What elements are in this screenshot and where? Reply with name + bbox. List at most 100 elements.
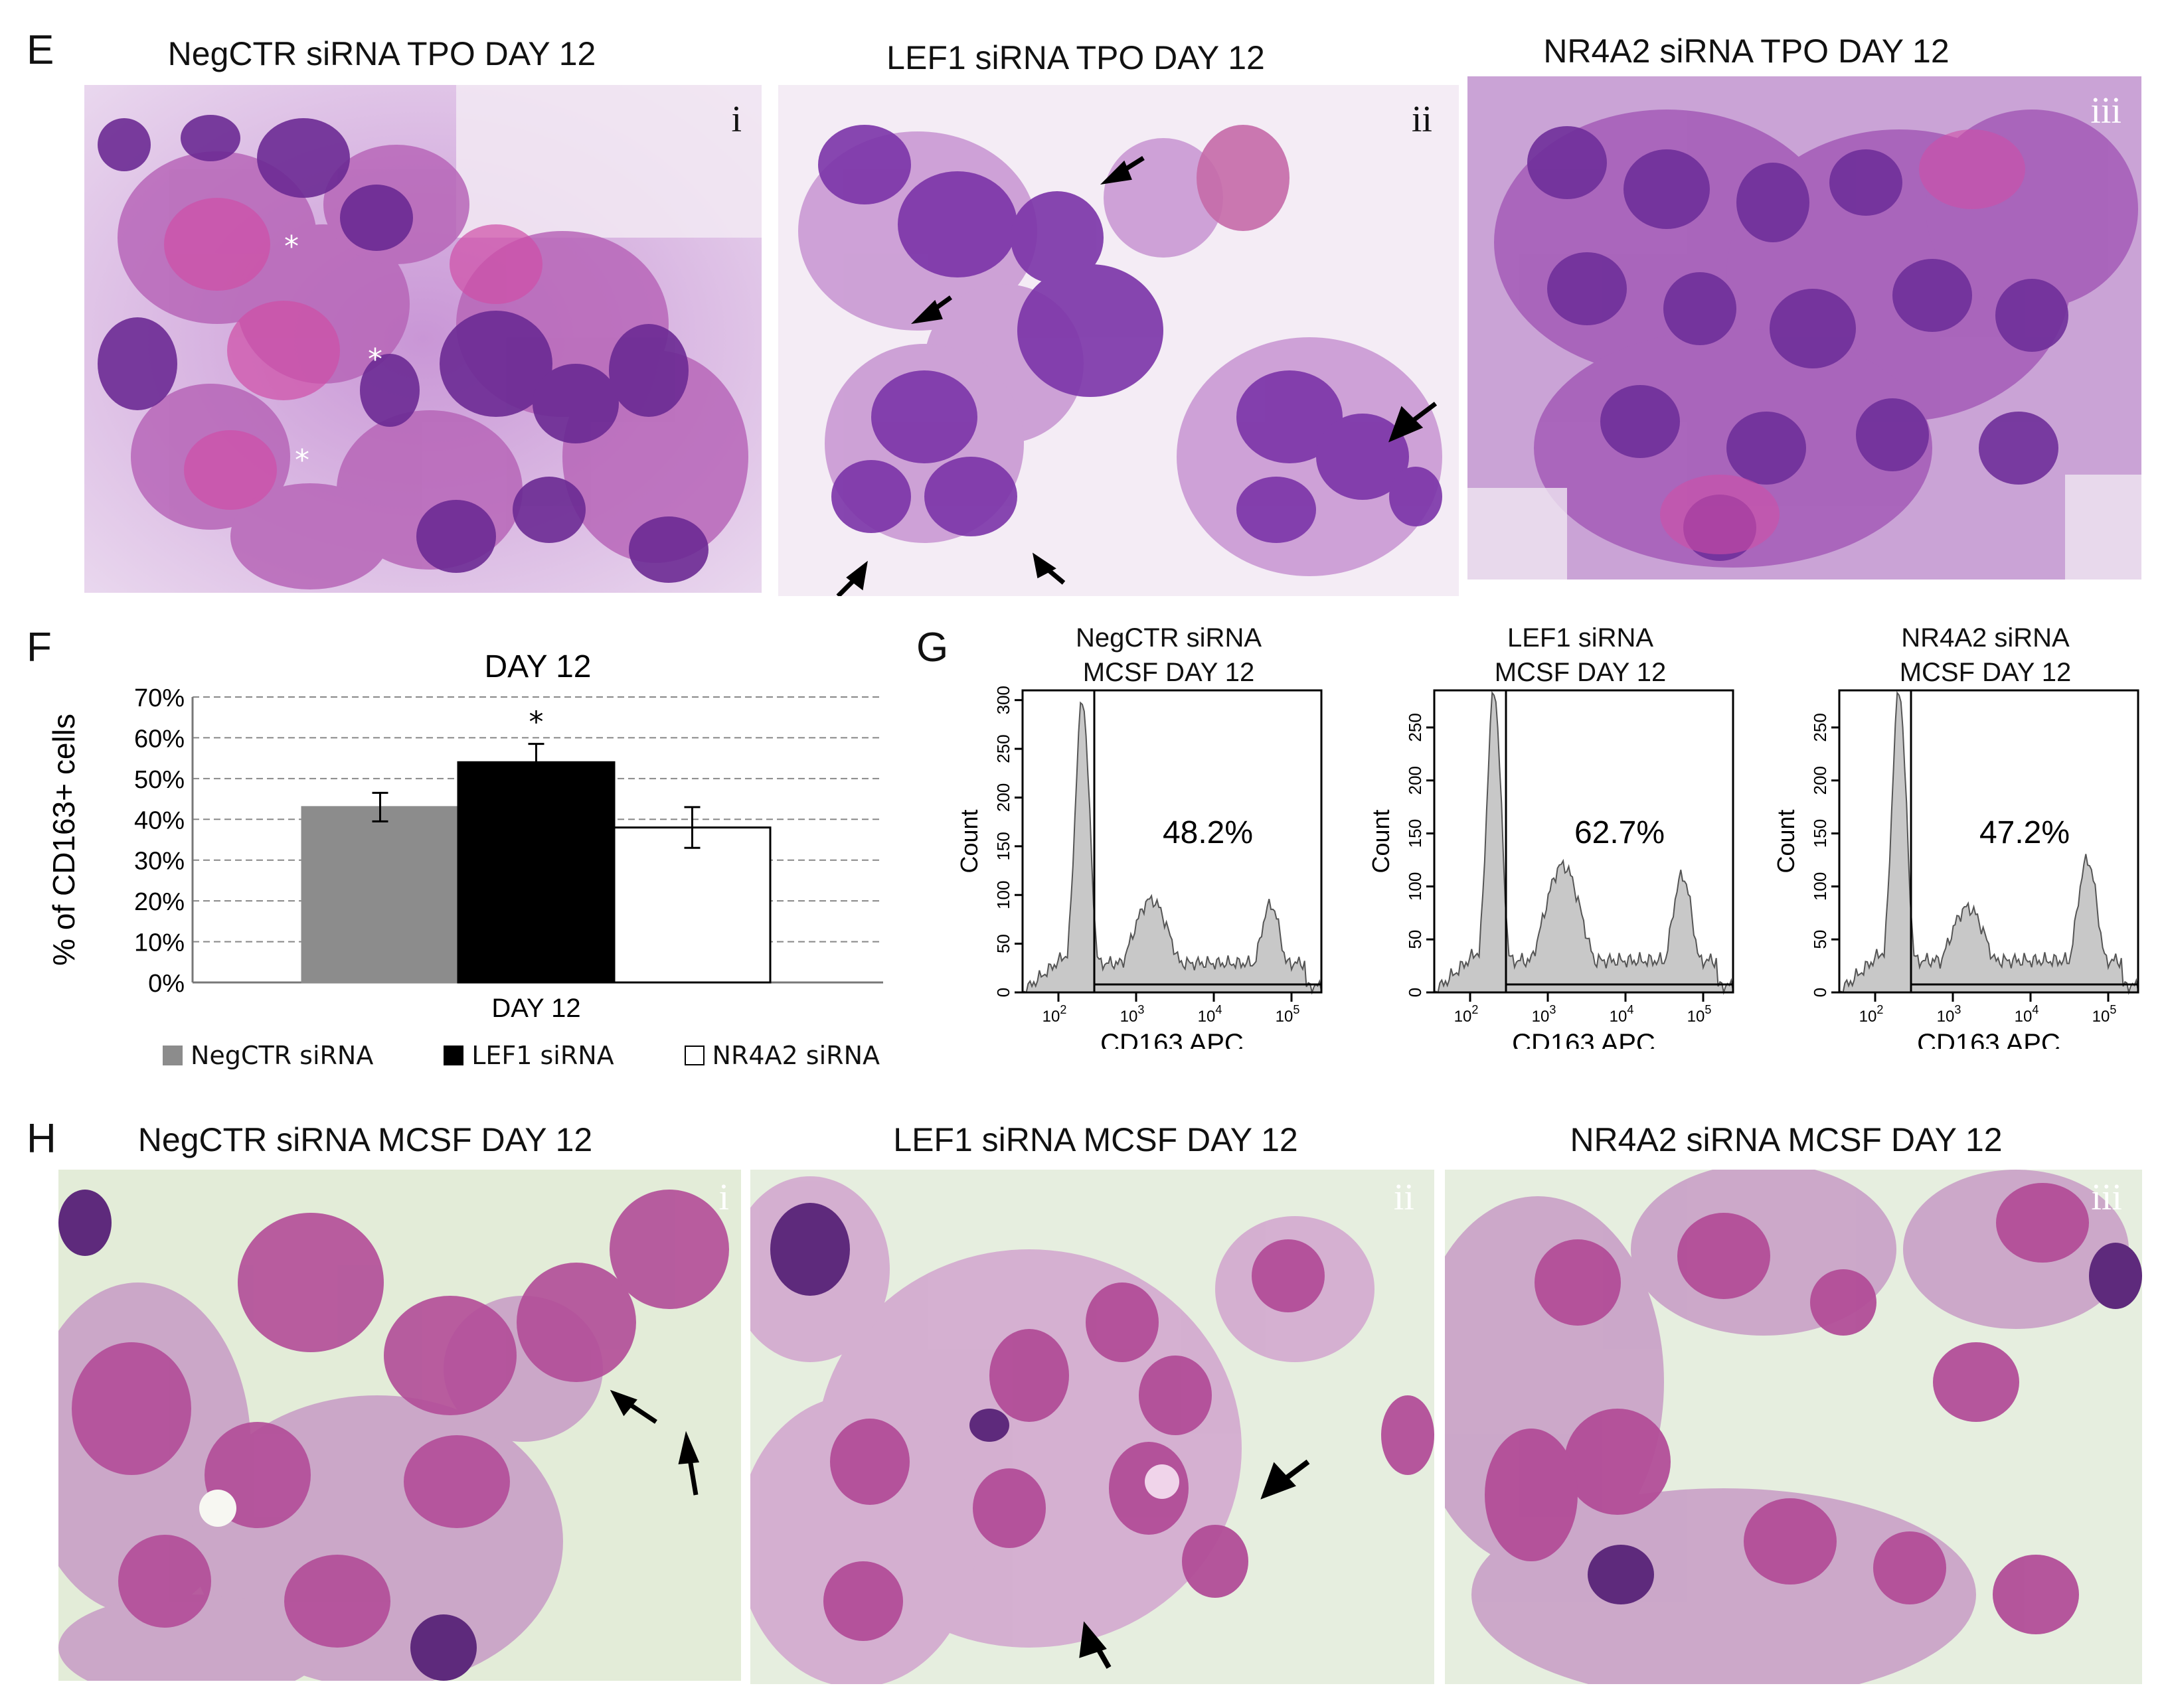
- flow-title-lef1: LEF1 siRNA MCSF DAY 12: [1448, 621, 1713, 690]
- legend-item-negctr: NegCTR siRNA: [163, 1039, 373, 1072]
- micrograph-title-h-ii: LEF1 siRNA MCSF DAY 12: [893, 1121, 1298, 1158]
- panel-letter-e: E: [27, 27, 54, 73]
- x-tick-exponent: 3: [1954, 1003, 1961, 1016]
- x-tick-label: 104: [1610, 1003, 1634, 1026]
- x-tick-exponent: 4: [1627, 1003, 1633, 1016]
- plot-frame: [1021, 689, 1323, 994]
- micrograph-label: iii: [2091, 1177, 2122, 1218]
- legend-label: NR4A2 siRNA: [712, 1041, 880, 1070]
- panel-letter-h: H: [27, 1116, 56, 1162]
- y-tick-label: 200: [993, 783, 1013, 812]
- micrograph-h-iii: iii: [1445, 1170, 2142, 1684]
- flow-title-nr4a2: NR4A2 siRNA MCSF DAY 12: [1853, 621, 2118, 690]
- asterisk-2: *: [368, 343, 382, 376]
- asterisk-3: *: [295, 443, 309, 477]
- flow-histogram-negctr: 48.2% 0 50 100 150 200 250 300 Count 102 103 104 105…: [943, 677, 1341, 1058]
- bar-2: [613, 826, 772, 984]
- micrograph-e-ii: ii: [778, 85, 1459, 596]
- x-tick-label: 102: [1042, 1003, 1067, 1026]
- legend-swatch-lef1: [444, 1046, 464, 1065]
- micrograph-label: ii: [1411, 99, 1432, 140]
- y-tick-label: 40%: [134, 807, 185, 834]
- x-tick-label: 105: [1687, 1003, 1712, 1026]
- y-tick-label: 0: [1810, 988, 1830, 997]
- x-tick-exponent: 5: [1293, 1003, 1299, 1016]
- x-axis-label: CD163 APC: [1512, 1029, 1655, 1049]
- plot-frame: [1838, 689, 2139, 994]
- legend-label: LEF1 siRNA: [471, 1041, 614, 1070]
- legend-swatch-negctr: [163, 1046, 183, 1065]
- histogram-area: [1434, 690, 1734, 995]
- x-tick-exponent: 2: [1471, 1003, 1478, 1016]
- bar-chart-f: DAY 12 % of CD163+ cells 0% 10% 20% 30% 40% 50%…: [33, 631, 896, 1042]
- y-tick-label: 100: [993, 881, 1013, 909]
- y-tick-label: 0: [1405, 988, 1425, 997]
- asterisk-1: *: [284, 230, 299, 264]
- gate-percent: 48.2%: [1163, 815, 1253, 850]
- x-axis-label: CD163 APC: [1100, 1029, 1244, 1049]
- histogram-area: [1022, 701, 1322, 995]
- y-axis-label: Count: [956, 809, 983, 873]
- y-axis-label: Count: [1367, 809, 1394, 873]
- micrograph-e-iii: iii: [1467, 76, 2141, 580]
- flow-title-line: LEF1 siRNA: [1507, 623, 1654, 653]
- x-tick-label: 102: [1859, 1003, 1884, 1026]
- micrograph-title-e-i: NegCTR siRNA TPO DAY 12: [167, 35, 596, 72]
- chart-title: DAY 12: [485, 649, 592, 684]
- x-tick-label: 104: [2015, 1003, 2039, 1026]
- legend-label: NegCTR siRNA: [191, 1041, 374, 1070]
- micrograph-label: i: [731, 99, 742, 140]
- x-tick-label: 102: [1454, 1003, 1479, 1026]
- y-tick-label: 50: [1405, 930, 1425, 949]
- panel-letter-f: F: [27, 625, 52, 670]
- y-tick-label: 150: [993, 832, 1013, 860]
- y-tick-label: 10%: [134, 929, 185, 957]
- flow-title-line: MCSF DAY 12: [1494, 658, 1667, 687]
- y-tick-label: 70%: [134, 684, 185, 712]
- y-tick-label: 200: [1810, 766, 1830, 795]
- y-tick-label: 30%: [134, 848, 185, 876]
- bar-1: [457, 761, 616, 984]
- x-tick-exponent: 2: [1876, 1003, 1883, 1016]
- y-tick-label: 250: [1405, 713, 1425, 741]
- bar-0: [301, 806, 459, 984]
- x-tick-label: 105: [2092, 1003, 2117, 1026]
- x-tick-exponent: 3: [1137, 1003, 1144, 1016]
- y-tick-label: 50%: [134, 766, 185, 794]
- y-tick-label: 300: [993, 686, 1013, 714]
- x-tick-exponent: 3: [1549, 1003, 1556, 1016]
- micrograph-h-ii: ii: [750, 1170, 1434, 1684]
- gate-percent: 62.7%: [1574, 815, 1665, 850]
- y-axis-label: % of CD163+ cells: [46, 714, 81, 966]
- flow-title-line: MCSF DAY 12: [1082, 658, 1255, 687]
- histogram-area: [1839, 690, 2139, 995]
- x-tick-exponent: 5: [2110, 1003, 2116, 1016]
- flow-title-line: NR4A2 siRNA: [1901, 623, 2070, 653]
- x-tick-label: 104: [1198, 1003, 1222, 1026]
- y-tick-label: 100: [1405, 872, 1425, 901]
- x-tick-label: 103: [1120, 1003, 1145, 1026]
- y-tick-label: 0%: [148, 970, 185, 998]
- plot-frame: [1433, 689, 1734, 994]
- x-tick-exponent: 2: [1060, 1003, 1066, 1016]
- micrograph-e-i: * * * i: [84, 85, 762, 593]
- significance-marker: *: [529, 706, 544, 739]
- flow-histogram-nr4a2: 47.2% 0 50 100 150 200 250 Count 102 103 104 105 CD1…: [1760, 677, 2158, 1058]
- micrograph-h-i: i: [58, 1170, 741, 1681]
- bar-chart-legend: NegCTR siRNA LEF1 siRNA NR4A2 siRNA: [163, 1039, 880, 1072]
- micrograph-label: iii: [2090, 90, 2122, 131]
- x-axis-label: CD163 APC: [1917, 1029, 2060, 1049]
- x-tick-label: 103: [1532, 1003, 1556, 1026]
- y-tick-label: 150: [1810, 819, 1830, 848]
- y-tick-label: 250: [993, 734, 1013, 763]
- flow-title-negctr: NegCTR siRNA MCSF DAY 12: [1036, 621, 1301, 690]
- flow-histogram-lef1: 62.7% 0 50 100 150 200 250 Count 102 103 104 105 CD1…: [1355, 677, 1753, 1058]
- y-tick-label: 50: [1810, 930, 1830, 949]
- x-axis-label: DAY 12: [491, 994, 580, 1023]
- legend-item-nr4a2: NR4A2 siRNA: [684, 1039, 880, 1072]
- x-tick-label: 103: [1937, 1003, 1961, 1026]
- micrograph-title-e-iii: NR4A2 siRNA TPO DAY 12: [1543, 33, 1950, 70]
- micrograph-title-h-iii: NR4A2 siRNA MCSF DAY 12: [1570, 1121, 2003, 1158]
- y-tick-label: 20%: [134, 888, 185, 916]
- micrograph-label: i: [718, 1177, 729, 1218]
